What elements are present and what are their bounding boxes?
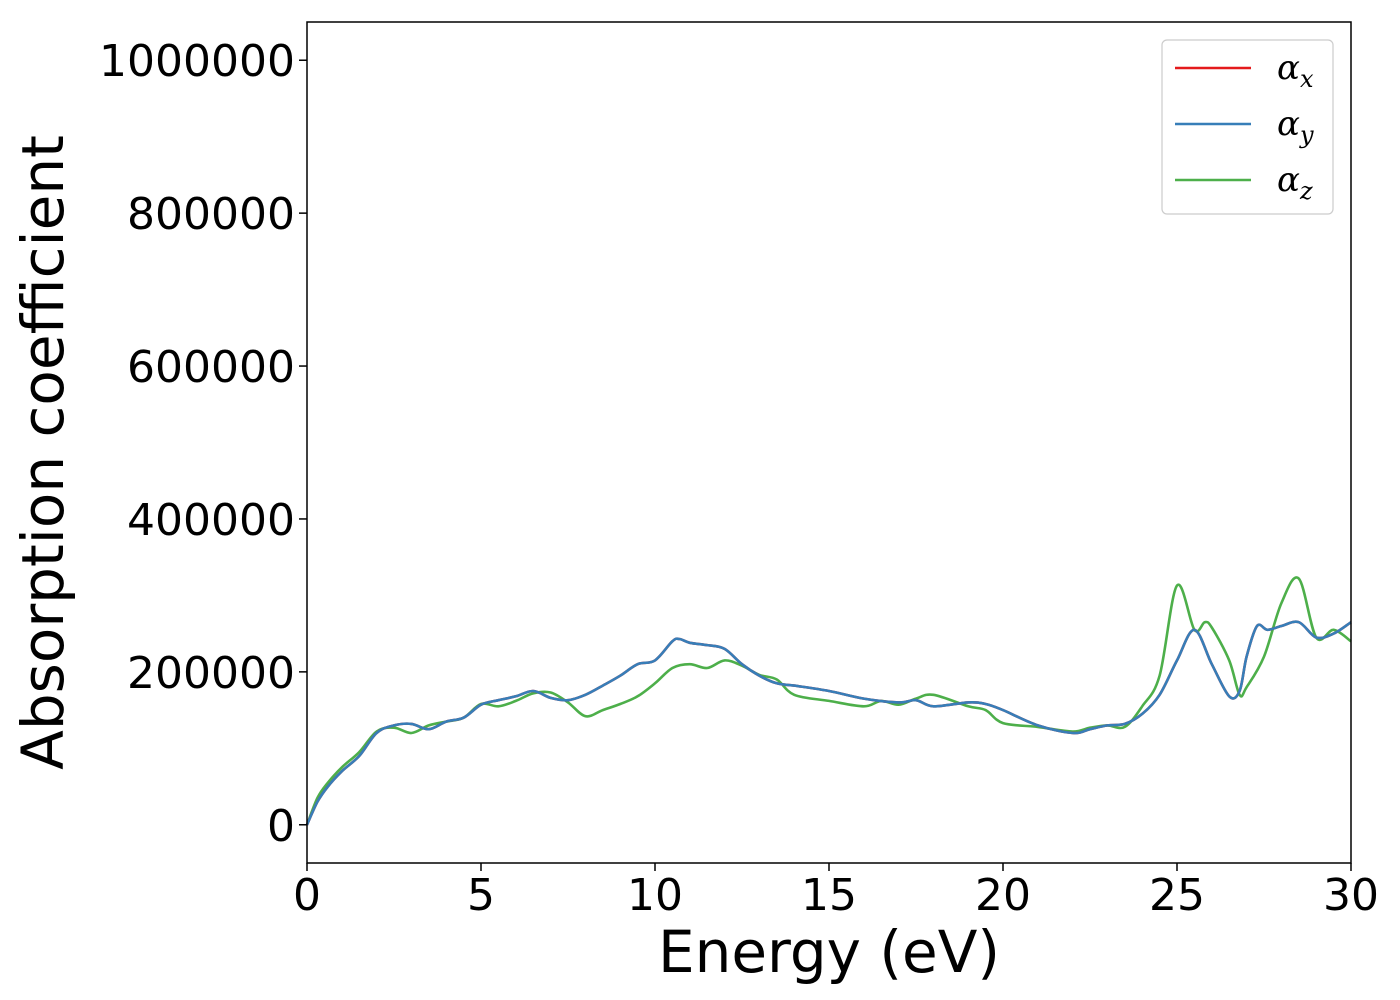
series-line-y [305, 620, 1352, 826]
series-line-z [305, 576, 1352, 826]
x-tick-label: 10 [627, 870, 683, 921]
x-tick-label: 15 [801, 870, 857, 921]
y-tick-label: 600000 [127, 342, 295, 393]
x-tick-label: 0 [293, 870, 321, 921]
y-tick-label: 0 [267, 801, 295, 852]
y-axis-title: Absorption coefficient [9, 135, 77, 770]
y-tick-label: 400000 [127, 495, 295, 546]
y-tick-label: 200000 [127, 648, 295, 699]
x-axis-ticks: 0 5 10 15 20 25 30 [293, 863, 1379, 921]
series-layer [305, 576, 1352, 826]
x-tick-label: 30 [1323, 870, 1379, 921]
y-tick-label: 1000000 [99, 36, 295, 87]
y-axis-ticks: 0 200000 400000 600000 800000 1000000 [99, 36, 307, 852]
legend: αx αy αz [1161, 39, 1334, 215]
series-line-x [305, 620, 1352, 826]
x-tick-label: 5 [467, 870, 495, 921]
legend-label-y: αy [1277, 104, 1314, 149]
legend-label-z: αz [1277, 160, 1313, 205]
legend-box [1161, 39, 1334, 215]
y-tick-label: 800000 [127, 189, 295, 240]
x-tick-label: 20 [975, 870, 1031, 921]
legend-label-x: αx [1277, 48, 1314, 93]
x-tick-label: 25 [1149, 870, 1205, 921]
x-axis-title: Energy (eV) [658, 918, 1000, 986]
